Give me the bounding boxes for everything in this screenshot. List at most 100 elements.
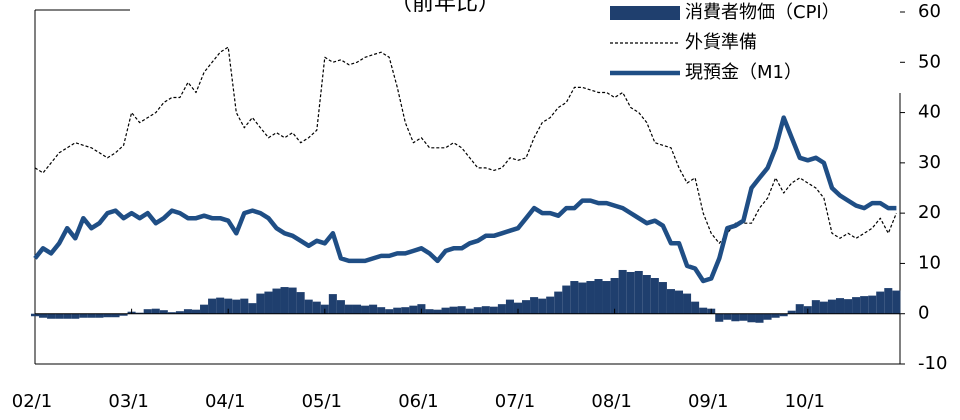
dashed-line [34,46,897,244]
bar [489,306,498,314]
bar [779,313,788,317]
bar [827,299,836,314]
legend-label: 現預金（M1） [685,62,802,83]
bar [674,290,684,314]
bar [312,301,321,314]
legend-bg [605,29,895,57]
bar [835,298,845,314]
bar [618,269,627,314]
legend-label: 消費者物価（CPI） [685,2,840,23]
bar [666,289,675,314]
bar [691,301,700,314]
bar [369,304,378,314]
x-tick-label: 05/1 [302,391,342,412]
bar [723,313,732,320]
bar [71,313,80,319]
x-tick-label: 09/1 [688,391,728,412]
bar [642,274,651,314]
bar [594,279,603,314]
bar [232,299,241,314]
bar [224,298,233,314]
bar [240,298,249,314]
bar [570,281,579,314]
bar [328,294,337,314]
x-tick-label: 06/1 [398,391,438,412]
bar [683,293,692,314]
bar [191,309,201,314]
y-tick-label: 20 [918,202,941,223]
bar [377,307,386,314]
bar [513,302,523,314]
bar [465,308,474,314]
bar [393,307,402,314]
line [33,115,897,284]
bar [39,313,48,318]
bar [650,278,659,314]
y-tick-label: 10 [918,252,941,273]
bar [578,282,587,314]
bar [505,299,514,314]
bar [55,313,64,319]
bar [151,308,160,314]
bar [167,312,176,314]
bar [304,299,313,314]
bar [852,297,861,314]
bar [538,298,547,314]
bar [175,311,184,314]
bar [884,288,893,314]
bar [30,313,40,317]
y-tick-label: 60 [918,1,941,22]
bar [111,313,120,318]
bar [473,307,482,314]
bar [401,307,410,314]
bar [795,304,804,314]
bar [554,291,563,314]
bar [658,282,667,314]
bar [739,313,748,321]
bar [610,278,619,314]
bar [183,309,192,314]
bar [699,307,708,314]
bar [296,292,305,314]
bar [63,313,72,319]
y-tick-label: 30 [918,152,941,173]
bar [87,313,96,318]
x-tick-label: 03/1 [108,391,148,412]
bar [860,296,869,314]
bar [755,313,764,323]
bar [731,313,740,322]
bar [47,313,56,319]
bar [288,287,297,314]
bar [361,305,370,314]
legend-label: 外貨準備 [685,32,757,53]
bar [876,291,885,314]
bar [868,295,877,314]
x-tick-label: 04/1 [205,391,245,412]
bar [763,313,772,320]
x-tick-label: 08/1 [591,391,631,412]
bar [143,309,152,314]
bar [497,304,506,314]
bar [441,307,450,314]
y-tick-label: 50 [918,51,941,72]
bar [200,304,209,314]
bar [103,313,112,318]
bar [586,281,595,314]
bar [546,296,555,314]
bar [79,313,88,318]
bar [602,281,611,314]
bar [747,313,756,323]
bar [771,313,780,318]
bar [344,304,353,314]
x-tick-label: 02/1 [12,391,52,412]
y-tick-label: -10 [918,353,947,374]
bar [135,312,144,314]
bar [256,293,265,314]
bar [433,309,442,314]
bar [530,297,539,314]
bar [457,306,466,314]
bar [819,301,828,314]
bar [216,297,225,314]
bar [481,306,490,314]
